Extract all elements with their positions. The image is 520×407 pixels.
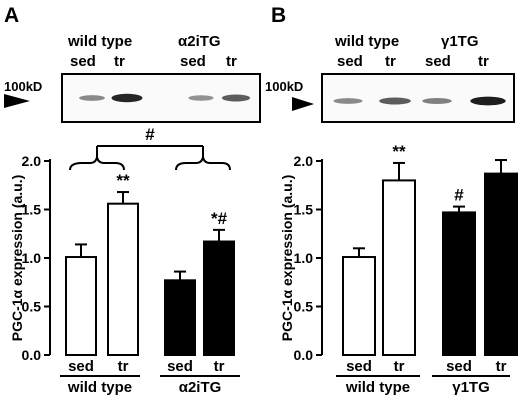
y-tick-label: 0.0	[22, 347, 42, 363]
group-label: γ1TG	[452, 379, 490, 396]
panel-a-lane-1: sed	[70, 53, 96, 70]
bar-annotation: **	[392, 142, 406, 161]
x-tick-label: sed	[68, 358, 94, 375]
y-tick-label: 2.0	[22, 153, 42, 169]
panel-b-x-labels: sed tr wild type sed tr γ1TG	[336, 358, 510, 396]
panel-a-bracket	[69, 145, 231, 171]
blot-band	[79, 95, 105, 101]
bar	[107, 202, 139, 356]
panel-b-lane-4: tr	[478, 53, 489, 70]
y-tick-label: 1.0	[22, 250, 42, 266]
y-tick-label: 0.0	[294, 347, 314, 363]
x-tick-label: tr	[214, 358, 225, 375]
panel-a-letter: A	[4, 4, 19, 27]
panel-a-lane-4: tr	[226, 53, 237, 70]
x-tick-label: sed	[167, 358, 193, 375]
panel-b-letter: B	[271, 4, 286, 27]
panel-b-lane-1: sed	[337, 53, 363, 70]
panel-a-lane-3: sed	[180, 53, 206, 70]
panel-b-bands	[333, 96, 506, 106]
x-tick-label: tr	[394, 358, 405, 375]
x-tick-label: tr	[118, 358, 129, 375]
y-tick-label: 1.0	[294, 250, 314, 266]
panel-a-lane-2: tr	[114, 53, 125, 70]
panel-b-blot-frame	[321, 73, 515, 123]
group-label: α2iTG	[179, 379, 222, 396]
bar	[164, 279, 196, 356]
blot-band	[221, 94, 251, 102]
panel-b: B wild type γ1TG sed tr sed tr 100kD PGC…	[265, 4, 518, 396]
panel-a-bars: ** *#	[65, 171, 235, 356]
y-tick-label: 2.0	[294, 153, 314, 169]
bar	[203, 240, 235, 356]
panel-b-axes: 0.0 0.5 1.0 1.5 2.0	[294, 153, 323, 363]
y-tick-label: 1.5	[22, 202, 42, 218]
blot-band	[470, 96, 506, 106]
blot-band	[111, 93, 143, 103]
panel-b-bars: ** #	[342, 142, 518, 356]
panel-a-axes: 0.0 0.5 1.0 1.5 2.0	[22, 153, 51, 363]
bar	[65, 256, 97, 356]
x-tick-label: tr	[496, 358, 507, 375]
blot-band	[379, 97, 411, 105]
panel-a-marker-arrow-icon	[4, 94, 30, 108]
panel-b-marker-label: 100kD	[265, 79, 303, 94]
blot-band	[188, 95, 214, 101]
group-label: wild type	[345, 379, 410, 396]
y-tick-label: 0.5	[22, 299, 42, 315]
bar-annotation: **	[116, 171, 130, 190]
bar	[484, 172, 518, 356]
blot-band	[422, 98, 452, 104]
blot-band	[333, 98, 363, 104]
panel-b-lane-3: sed	[425, 53, 451, 70]
panel-a-marker-label: 100kD	[4, 79, 42, 94]
panel-a: A wild type α2iTG sed tr sed tr 100kD PG…	[4, 4, 261, 396]
panel-a-blot-group-1: wild type	[67, 33, 132, 50]
bar-annotation: #	[454, 186, 464, 205]
panel-a-blot-group-2: α2iTG	[178, 33, 221, 50]
panel-a-bands	[79, 93, 251, 103]
bar	[382, 179, 416, 356]
bar	[442, 211, 476, 356]
panel-a-x-labels: sed tr wild type sed tr α2iTG	[60, 358, 240, 396]
panel-b-lane-2: tr	[385, 53, 396, 70]
bar	[342, 256, 376, 356]
panel-b-blot-group-2: γ1TG	[441, 33, 479, 50]
panel-b-y-axis-label: PGC-1α expression (a.u.)	[279, 175, 295, 342]
group-label: wild type	[67, 379, 132, 396]
panel-a-bracket-annotation: #	[145, 125, 155, 144]
panel-b-marker-arrow-icon	[292, 97, 314, 111]
x-tick-label: sed	[346, 358, 372, 375]
panel-b-blot-group-1: wild type	[334, 33, 399, 50]
y-tick-label: 0.5	[294, 299, 314, 315]
x-tick-label: sed	[446, 358, 472, 375]
y-tick-label: 1.5	[294, 202, 314, 218]
bar-annotation: *#	[211, 209, 228, 228]
panel-a-y-axis-label: PGC-1α expression (a.u.)	[9, 175, 25, 342]
